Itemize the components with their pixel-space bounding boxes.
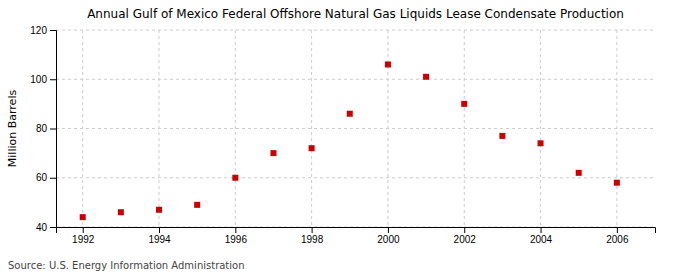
x-axis-tick-label: 2006 bbox=[606, 234, 629, 245]
x-axis-tick-mark bbox=[388, 227, 389, 233]
x-grid-line bbox=[540, 30, 541, 227]
y-axis-tick-mark bbox=[50, 129, 56, 130]
x-axis-tick-label: 2002 bbox=[454, 234, 477, 245]
point bbox=[614, 180, 620, 186]
y-grid-line bbox=[56, 79, 655, 80]
x-grid-line bbox=[387, 30, 388, 227]
y-grid-line bbox=[56, 177, 655, 178]
y-axis-tick-mark bbox=[50, 227, 56, 228]
x-axis-tick-label: 1992 bbox=[72, 234, 95, 245]
source-note: Source: U.S. Energy Information Administ… bbox=[8, 260, 245, 271]
x-grid-line bbox=[464, 30, 465, 227]
x-grid-line bbox=[235, 30, 236, 227]
x-axis-tick-label: 1998 bbox=[301, 234, 324, 245]
y-axis-tick-mark bbox=[50, 178, 56, 179]
y-axis-tick-label: 80 bbox=[36, 123, 48, 134]
point bbox=[270, 150, 276, 156]
y-axis-tick: 60 bbox=[36, 172, 56, 183]
x-axis-tick: 2006 bbox=[606, 227, 629, 245]
x-axis-tick: 2000 bbox=[377, 227, 400, 245]
x-grid-line bbox=[311, 30, 312, 227]
x-axis: 1992 1994 1996 1998 2000 2002 2004 2006 bbox=[57, 227, 656, 245]
x-grid-line bbox=[159, 30, 160, 227]
x-axis-tick-label: 1994 bbox=[148, 234, 171, 245]
point bbox=[309, 145, 315, 151]
y-axis-tick: 100 bbox=[30, 74, 56, 85]
y-grid-line bbox=[56, 128, 655, 129]
y-axis-tick-label: 40 bbox=[36, 222, 48, 233]
y-axis-tick: 120 bbox=[30, 25, 56, 36]
x-axis-tick-mark bbox=[541, 227, 542, 233]
y-axis: 40 60 80 100 120 bbox=[30, 25, 56, 233]
point bbox=[423, 74, 429, 80]
point bbox=[194, 202, 200, 208]
y-axis-line bbox=[50, 31, 57, 228]
plot-area: 1992 1994 1996 1998 2000 2002 2004 2006 40 60 80 10… bbox=[30, 25, 655, 245]
x-axis-tick-mark bbox=[464, 227, 465, 233]
y-axis-tick-label: 120 bbox=[30, 25, 47, 36]
point bbox=[461, 101, 467, 107]
x-axis-line bbox=[57, 228, 656, 234]
point bbox=[80, 214, 86, 220]
x-grid-line bbox=[616, 30, 617, 227]
point bbox=[499, 133, 505, 139]
y-axis-tick: 40 bbox=[36, 222, 56, 233]
x-axis-tick: 2004 bbox=[530, 227, 553, 245]
x-axis-tick-mark bbox=[83, 227, 84, 233]
point bbox=[156, 207, 162, 213]
y-axis-tick-label: 100 bbox=[30, 74, 47, 85]
point bbox=[385, 61, 391, 67]
point bbox=[118, 209, 124, 215]
point bbox=[576, 170, 582, 176]
x-axis-tick: 1998 bbox=[301, 227, 324, 245]
y-axis-tick: 80 bbox=[36, 123, 56, 134]
x-axis-tick: 2002 bbox=[454, 227, 477, 245]
point bbox=[538, 140, 544, 146]
point bbox=[232, 175, 238, 181]
grid bbox=[56, 30, 655, 227]
x-axis-tick-mark bbox=[617, 227, 618, 233]
x-axis-tick-mark bbox=[159, 227, 160, 233]
x-grid-line bbox=[82, 30, 83, 227]
y-axis-tick-label: 60 bbox=[36, 172, 48, 183]
y-grid-line bbox=[56, 30, 655, 31]
y-axis-tick-mark bbox=[50, 79, 56, 80]
chart: 1992 1994 1996 1998 2000 2002 2004 2006 40 60 80 10… bbox=[0, 0, 675, 275]
x-axis-tick: 1996 bbox=[225, 227, 248, 245]
x-axis-tick: 1992 bbox=[72, 227, 95, 245]
x-axis-tick-mark bbox=[312, 227, 313, 233]
x-axis-tick: 1994 bbox=[148, 227, 171, 245]
x-axis-tick-label: 1996 bbox=[225, 234, 248, 245]
y-axis-title: Million Barrels bbox=[6, 90, 19, 168]
x-axis-tick-label: 2000 bbox=[377, 234, 400, 245]
points bbox=[80, 61, 620, 220]
x-axis-tick-label: 2004 bbox=[530, 234, 553, 245]
x-axis-tick-mark bbox=[235, 227, 236, 233]
y-axis-tick-mark bbox=[50, 30, 56, 31]
title: Annual Gulf of Mexico Federal Offshore N… bbox=[87, 7, 624, 21]
point bbox=[347, 111, 353, 117]
